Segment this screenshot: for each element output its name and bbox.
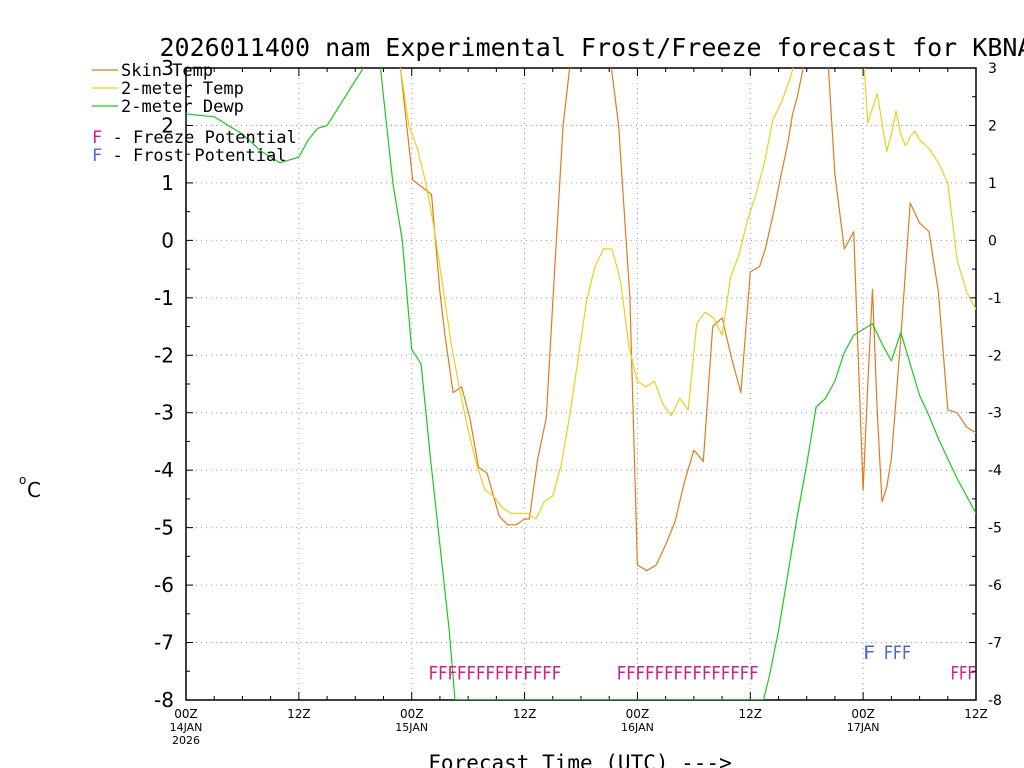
y-tick-label-right: -7 (988, 636, 1002, 652)
y-tick-label-right: 3 (988, 61, 997, 77)
series-line-skin-temp (399, 68, 976, 572)
y-tick-label-right: -6 (988, 578, 1002, 594)
y-tick-label-right: -4 (988, 463, 1002, 479)
y-tick-label-right: 0 (988, 233, 997, 249)
y-tick-label-right: -3 (988, 406, 1002, 422)
x-axis-title: Forecast Time (UTC) ---> (428, 751, 731, 768)
grid-lines (186, 68, 976, 700)
series-line-2-meter-dewp (186, 68, 976, 700)
potential-markers: FFFFFFFFFFFFFF FFFFFFFFFFFFFFF FFFF FFF (429, 642, 976, 684)
potential-legend-text: - Freeze Potential (102, 128, 296, 148)
legend-label: 2-meter Temp (121, 79, 244, 99)
freeze-potential-marker: FFF (951, 662, 976, 684)
y-tick-label-right: -8 (988, 693, 1002, 709)
y-axis-unit-letter: C (27, 478, 41, 502)
chart-title: 2026011400 nam Experimental Frost/Freeze… (160, 33, 1024, 62)
x-tick-label: 00Z (626, 707, 650, 721)
x-tick-label: 00Z (851, 707, 875, 721)
x-tick-label: 12Z (964, 707, 988, 721)
y-tick-label-left: 1 (161, 171, 174, 195)
y-tick-label-left: -6 (154, 573, 174, 597)
x-tick-label: 12Z (513, 707, 537, 721)
y-tick-label-right: 1 (988, 176, 997, 192)
y-tick-label-left: -8 (154, 688, 174, 712)
series-line-2-meter-temp (399, 68, 976, 520)
axis-labels: 3 3 2 2 1 1 0 0 -1 -1 -2 -2 -3 -3 -4 -4 -5 -5 -6 -6 -7 -7 -8 -8… (154, 56, 1002, 747)
y-tick-label-left: -1 (154, 286, 174, 310)
x-tick-label: 00Z (174, 707, 198, 721)
potential-legend-text: - Frost Potential (102, 146, 286, 166)
y-axis-title: o C (19, 473, 41, 502)
x-tick-label: 12Z (739, 707, 763, 721)
freeze-potential-marker: FFFFFFFFFFFFFFF (617, 662, 759, 684)
x-tick-date: 15JAN (395, 721, 428, 734)
y-tick-label-right: 2 (988, 118, 997, 134)
potential-legend-entry: F - Frost Potential (92, 146, 286, 166)
y-tick-label-right: -5 (988, 521, 1002, 537)
x-tick-date: 16JAN (621, 721, 654, 734)
x-tick-label: 00Z (400, 707, 424, 721)
potential-legend-entry: F - Freeze Potential (92, 128, 297, 148)
legend-label: 2-meter Dewp (121, 97, 244, 117)
freeze-potential-marker: FFFFFFFFFFFFFF (429, 662, 562, 684)
y-tick-label-right: -1 (988, 291, 1002, 307)
y-tick-label-left: -3 (154, 401, 174, 425)
frost-potential-marker: F (863, 642, 875, 664)
x-tick-date: 17JAN (847, 721, 880, 734)
frost-potential-marker: FFF (884, 642, 911, 664)
x-tick-date: 14JAN (170, 721, 203, 734)
y-tick-label-left: -4 (154, 458, 174, 482)
y-tick-label-left: 2 (161, 113, 174, 137)
y-tick-label-right: -2 (988, 348, 1002, 364)
potential-legend-letter: F (92, 128, 102, 148)
y-tick-label-left: -5 (154, 516, 174, 540)
y-axis-degree-sign: o (19, 473, 26, 487)
potential-legend-letter: F (92, 146, 102, 166)
legend-label: Skin Temp (121, 61, 213, 81)
x-tick-year: 2026 (172, 734, 200, 747)
x-tick-label: 12Z (287, 707, 311, 721)
series-layer (186, 68, 976, 700)
y-tick-label-left: -7 (154, 631, 174, 655)
y-tick-label-left: 0 (161, 228, 174, 252)
y-tick-label-left: -2 (154, 343, 174, 367)
y-tick-label-left: 3 (161, 56, 174, 80)
